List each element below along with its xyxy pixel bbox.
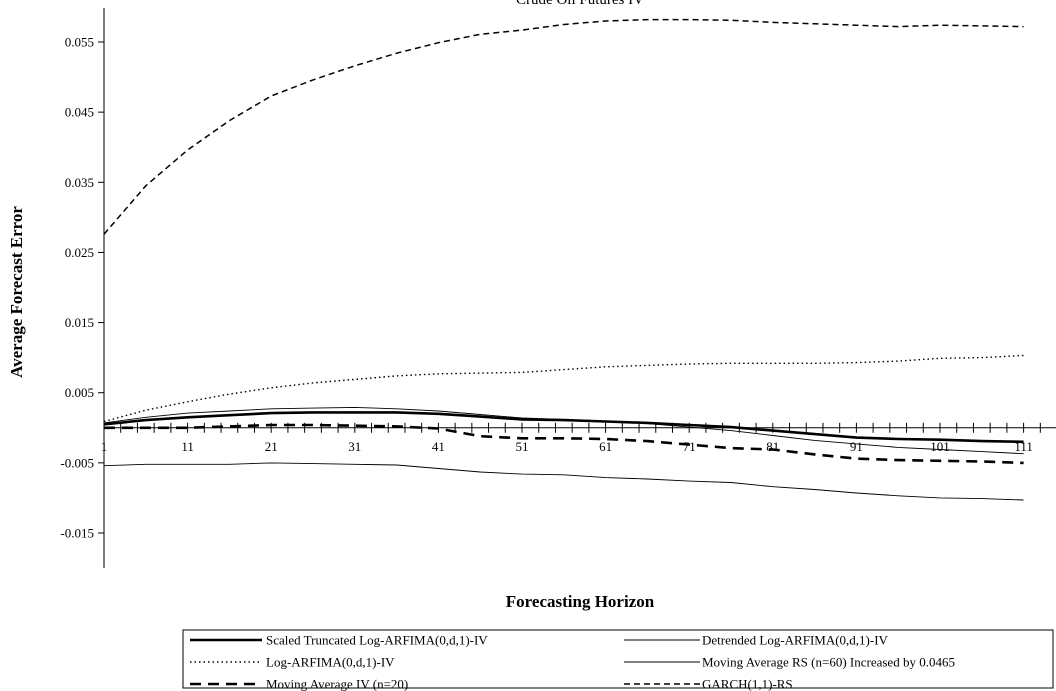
x-tick-label: 41: [432, 439, 445, 454]
legend: Scaled Truncated Log-ARFIMA(0,d,1)-IV Det…: [182, 629, 1054, 691]
x-tick-label: 61: [599, 439, 612, 454]
series-line-6: [103, 18, 1024, 235]
x-tick-label: 71: [683, 439, 696, 454]
legend-label: GARCH(1,1)-RS: [702, 677, 793, 691]
series-line-5: [104, 423, 1024, 465]
x-tick-label: 101: [930, 439, 950, 454]
legend-label: Scaled Truncated Log-ARFIMA(0,d,1)-IV: [266, 633, 488, 648]
x-tick-label: 31: [348, 439, 361, 454]
y-tick-label: 0.015: [65, 315, 94, 330]
x-axis-title: Forecasting Horizon: [506, 592, 655, 611]
y-tick-label: -0.005: [60, 455, 94, 470]
chart-title: Crude Oil Futures IV: [516, 0, 644, 8]
series-line-2: [103, 406, 1024, 455]
y-tick-label: 0.045: [65, 105, 94, 120]
x-tick-label: 51: [516, 439, 529, 454]
x-tick-label: 1: [101, 439, 108, 454]
legend-box: [182, 629, 1054, 689]
y-tick-label: -0.015: [60, 526, 94, 541]
y-axis-title: Average Forecast Error: [7, 206, 26, 378]
series-line-4: [103, 462, 1024, 501]
y-tick-label: 0.025: [65, 245, 94, 260]
series-line-1: [103, 411, 1024, 444]
y-tick-label: 0.035: [65, 175, 94, 190]
legend-label: Detrended Log-ARFIMA(0,d,1)-IV: [702, 633, 889, 648]
y-axis: 0.055 0.045 0.035 0.025 0.015 0.005 -0.005 -0.0…: [60, 8, 105, 568]
x-tick-label: 111: [1014, 439, 1033, 454]
x-axis: 1 11 21 31 41 51 61 71 81 91 101 111: [101, 422, 1056, 454]
x-tick-label: 11: [181, 439, 194, 454]
x-tick-label: 21: [265, 439, 278, 454]
legend-label: Moving Average RS (n=60) Increased by 0.…: [702, 655, 955, 670]
series-line-3: [103, 354, 1024, 423]
x-tick-label: 81: [766, 439, 779, 454]
plot-area: [103, 18, 1024, 501]
y-tick-label: 0.005: [65, 385, 94, 400]
legend-label: Log-ARFIMA(0,d,1)-IV: [266, 655, 395, 670]
legend-label: Moving Average IV (n=20): [266, 677, 408, 691]
x-tick-label: 91: [850, 439, 863, 454]
y-tick-label: 0.055: [65, 35, 94, 50]
